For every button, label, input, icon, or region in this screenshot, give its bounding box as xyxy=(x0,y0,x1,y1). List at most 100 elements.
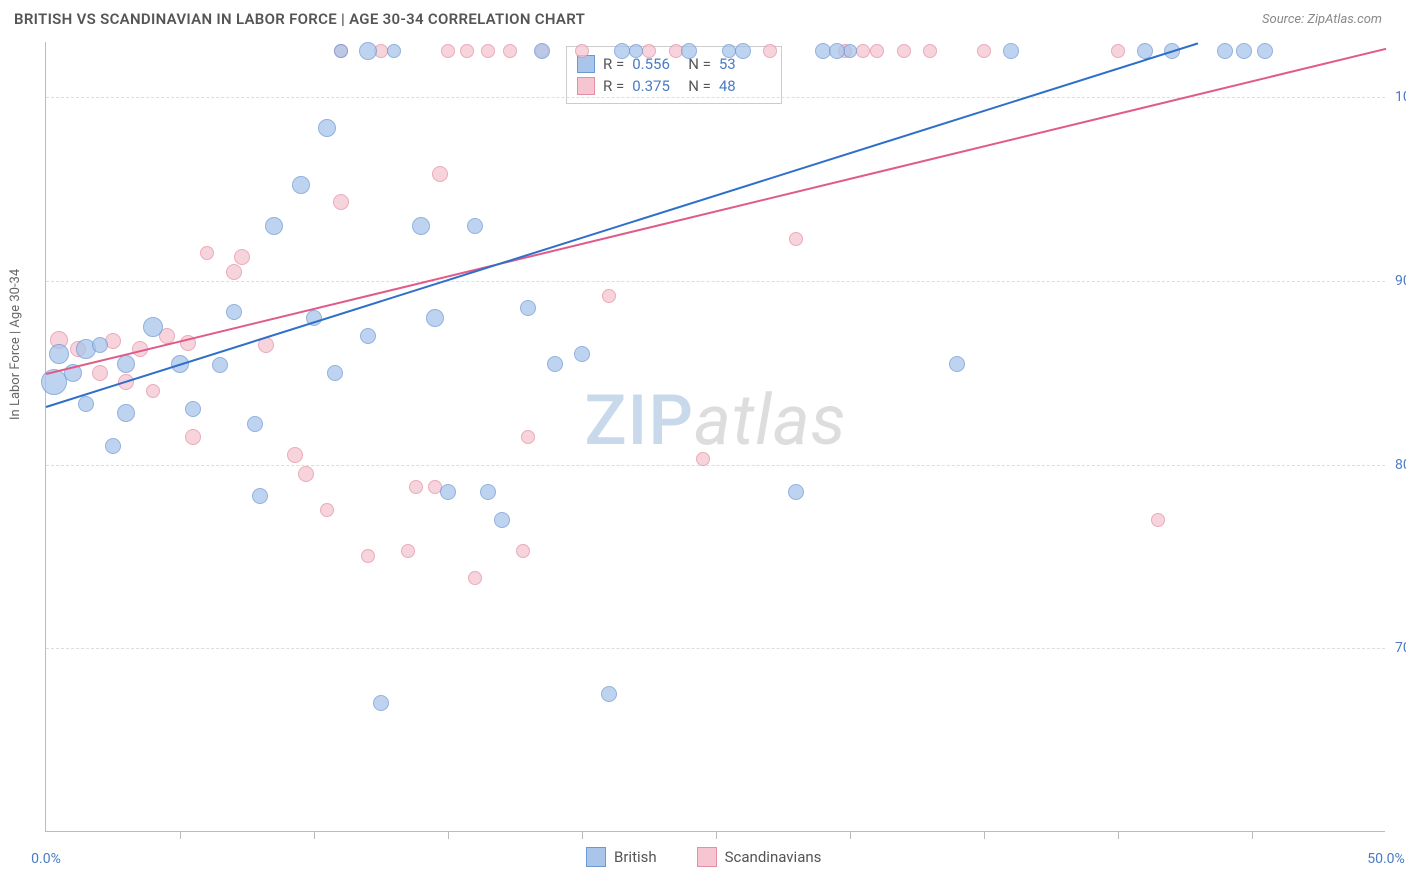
legend-label-british: British xyxy=(614,848,657,866)
data-point-british xyxy=(212,357,228,373)
data-point-british xyxy=(359,42,377,60)
data-point-british xyxy=(252,488,268,504)
data-point-british xyxy=(547,356,563,372)
data-point-scand xyxy=(923,44,937,58)
x-tick xyxy=(984,831,985,839)
y-axis-label: In Labor Force | Age 30-34 xyxy=(8,269,23,420)
data-point-scand xyxy=(92,365,108,381)
data-point-scand xyxy=(977,44,991,58)
y-tick-label: 90.0% xyxy=(1395,273,1406,289)
data-point-british xyxy=(480,484,496,500)
x-tick xyxy=(448,831,449,839)
source-attribution: Source: ZipAtlas.com xyxy=(1262,12,1382,27)
data-point-british xyxy=(681,43,697,59)
data-point-british xyxy=(318,119,336,137)
data-point-british xyxy=(534,43,550,59)
data-point-scand xyxy=(234,249,250,265)
data-point-british xyxy=(185,401,201,417)
data-point-scand xyxy=(146,384,160,398)
data-point-british xyxy=(143,317,163,337)
y-tick-label: 100.0% xyxy=(1395,89,1406,105)
data-point-british xyxy=(105,438,121,454)
data-point-british xyxy=(360,328,376,344)
x-tick xyxy=(314,831,315,839)
stats-n-scand: 48 xyxy=(719,77,767,95)
data-point-scand xyxy=(1151,513,1165,527)
data-point-british xyxy=(78,396,94,412)
data-point-british xyxy=(117,355,135,373)
stats-row-scand: R = 0.375 N = 48 xyxy=(577,75,767,97)
data-point-british xyxy=(327,365,343,381)
data-point-british xyxy=(117,404,135,422)
gridline xyxy=(46,281,1385,282)
data-point-british xyxy=(1003,43,1019,59)
data-point-scand xyxy=(200,246,214,260)
data-point-british xyxy=(735,43,751,59)
data-point-british xyxy=(387,44,401,58)
data-point-scand xyxy=(401,544,415,558)
data-point-british xyxy=(334,44,348,58)
legend-item-british: British xyxy=(586,847,657,867)
data-point-scand xyxy=(602,289,616,303)
data-point-scand xyxy=(696,452,710,466)
data-point-scand xyxy=(642,44,656,58)
data-point-scand xyxy=(333,194,349,210)
stats-r-scand: 0.375 xyxy=(632,77,680,95)
data-point-scand xyxy=(521,430,535,444)
data-point-british xyxy=(843,44,857,58)
data-point-scand xyxy=(432,166,448,182)
data-point-british xyxy=(494,512,510,528)
data-point-scand xyxy=(468,571,482,585)
data-point-british xyxy=(788,484,804,500)
data-point-british xyxy=(949,356,965,372)
data-point-british xyxy=(92,337,108,353)
data-point-british xyxy=(292,176,310,194)
data-point-british xyxy=(426,309,444,327)
chart-title: BRITISH VS SCANDINAVIAN IN LABOR FORCE |… xyxy=(14,10,585,28)
data-point-british xyxy=(467,218,483,234)
data-point-scand xyxy=(287,447,303,463)
legend-label-scand: Scandinavians xyxy=(725,848,822,866)
data-point-british xyxy=(440,484,456,500)
stats-n-label: N = xyxy=(688,77,711,95)
watermark: ZIPatlas xyxy=(584,380,846,462)
x-tick-label: 0.0% xyxy=(31,851,61,867)
legend: British Scandinavians xyxy=(586,847,821,867)
data-point-british xyxy=(520,300,536,316)
data-point-british xyxy=(49,344,69,364)
data-point-british xyxy=(829,43,845,59)
x-tick xyxy=(582,831,583,839)
x-tick xyxy=(180,831,181,839)
y-tick-label: 70.0% xyxy=(1395,640,1406,656)
data-point-british xyxy=(373,695,389,711)
legend-item-scand: Scandinavians xyxy=(697,847,822,867)
data-point-scand xyxy=(409,480,423,494)
x-tick xyxy=(850,831,851,839)
x-tick xyxy=(1252,831,1253,839)
y-tick-label: 80.0% xyxy=(1395,457,1406,473)
data-point-scand xyxy=(870,44,884,58)
x-tick xyxy=(716,831,717,839)
data-point-scand xyxy=(503,44,517,58)
data-point-british xyxy=(1217,43,1233,59)
x-tick xyxy=(1118,831,1119,839)
data-point-scand xyxy=(763,44,777,58)
gridline xyxy=(46,465,1385,466)
data-point-scand xyxy=(460,44,474,58)
data-point-british xyxy=(574,346,590,362)
data-point-scand xyxy=(1111,44,1125,58)
stats-r-label: R = xyxy=(603,77,624,95)
data-point-british xyxy=(629,44,643,58)
data-point-british xyxy=(412,217,430,235)
data-point-scand xyxy=(856,44,870,58)
data-point-scand xyxy=(320,503,334,517)
data-point-british xyxy=(247,416,263,432)
data-point-scand xyxy=(516,544,530,558)
gridline xyxy=(46,648,1385,649)
data-point-british xyxy=(265,217,283,235)
legend-swatch-british xyxy=(586,847,606,867)
data-point-british xyxy=(226,304,242,320)
data-point-scand xyxy=(105,333,121,349)
data-point-scand xyxy=(226,264,242,280)
data-point-scand xyxy=(575,44,589,58)
